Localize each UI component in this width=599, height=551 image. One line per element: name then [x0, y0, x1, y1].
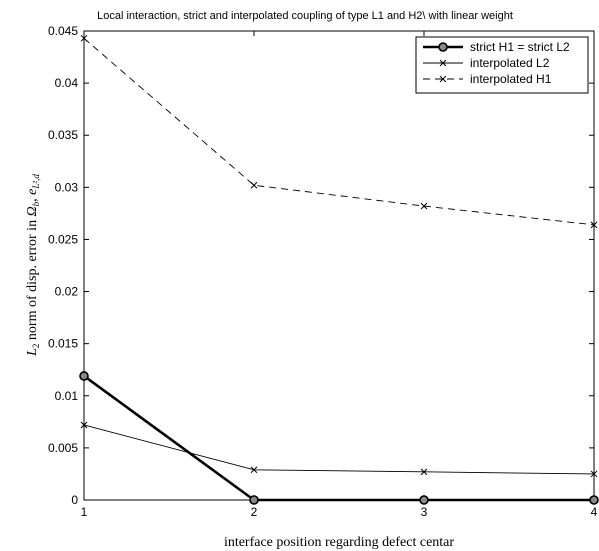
legend-label: interpolated L2 [470, 56, 550, 70]
data-point [79, 371, 89, 381]
data-point [250, 181, 258, 189]
x-axis: 1 2 3 4 [81, 31, 598, 519]
y-tick-label: 0.035 [48, 128, 78, 142]
series-1 [79, 371, 599, 505]
x-axis-label: interface position regarding defect cent… [224, 535, 454, 550]
legend-marker [439, 59, 447, 67]
data-point [420, 202, 428, 210]
legend-marker [439, 75, 447, 83]
data-point [589, 495, 599, 505]
y-tick-label: 0 [71, 493, 78, 507]
plot-area [83, 30, 595, 501]
legend-marker [438, 42, 448, 52]
series-line [83, 374, 594, 502]
y-axis: 0 0.005 0.01 0.015 0.02 0.025 0.03 0.035 0.04 0.0… [48, 24, 594, 507]
series-2 [80, 421, 598, 478]
y-axis-label: L2 norm of disp. error in Ωb, eL²,d [25, 174, 41, 357]
y-tick-label: 0.02 [55, 285, 79, 299]
x-tick-label: 2 [251, 505, 258, 519]
data-point [590, 221, 598, 229]
series-line [83, 424, 595, 475]
data-point [419, 495, 429, 505]
y-tick-label: 0.04 [55, 76, 79, 90]
series-layer [79, 34, 599, 505]
x-tick-label: 4 [591, 505, 598, 519]
legend-label: interpolated H1 [470, 72, 552, 86]
data-point [250, 466, 258, 474]
y-tick-label: 0.01 [55, 389, 79, 403]
x-tick-label: 3 [421, 505, 428, 519]
y-tick-label: 0.015 [48, 337, 78, 351]
x-tick-label: 1 [81, 505, 88, 519]
y-tick-label: 0.025 [48, 232, 78, 246]
data-point [80, 421, 88, 429]
legend-label: strict H1 = strict L2 [470, 40, 570, 54]
y-tick-label: 0.005 [48, 441, 78, 455]
plot-frame [83, 30, 595, 501]
y-tick-label: 0.03 [55, 180, 79, 194]
chart-title: Local interaction, strict and interpolat… [97, 10, 513, 22]
series-3 [80, 34, 598, 229]
legend: strict H1 = strict L2 interpolated L2 inte… [415, 36, 589, 94]
data-point [420, 468, 428, 476]
y-tick-label: 0.045 [48, 24, 78, 38]
series-line [83, 37, 595, 226]
data-point [249, 495, 259, 505]
data-point [590, 470, 598, 478]
data-point [80, 34, 88, 42]
